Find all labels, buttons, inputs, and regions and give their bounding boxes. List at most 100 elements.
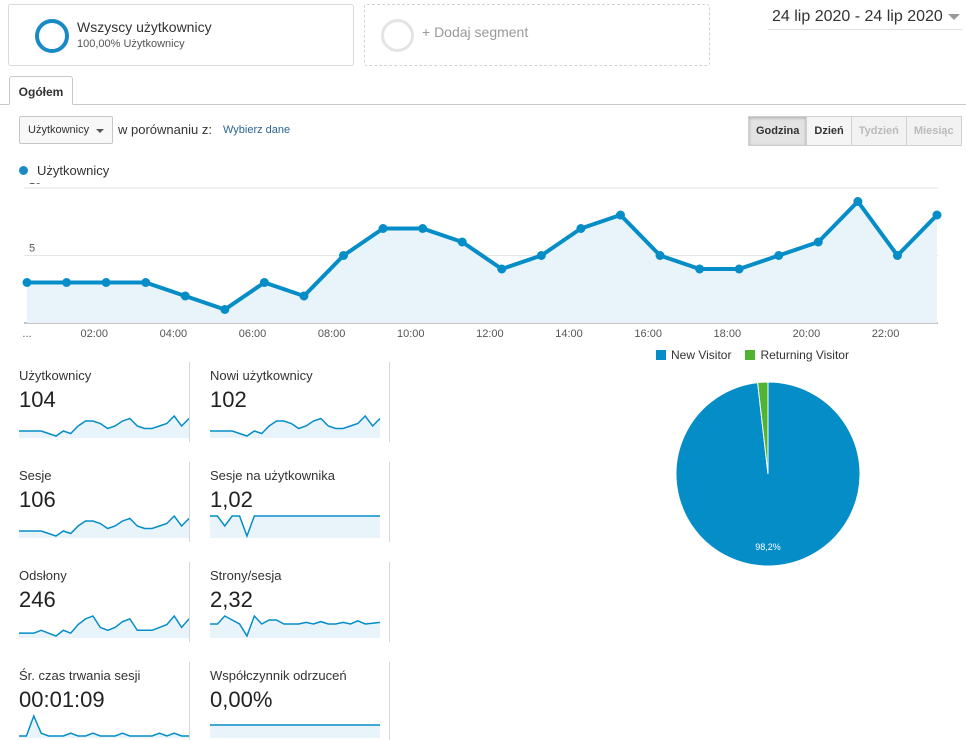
x-tick-label: 10:00 — [397, 328, 425, 340]
data-point — [101, 278, 111, 287]
legend-dot-icon — [19, 166, 28, 175]
sparkline-line — [210, 414, 380, 437]
data-point — [892, 251, 902, 260]
sparkline-line — [19, 514, 189, 537]
metric-value: 104 — [19, 387, 56, 412]
pie-legend: New Visitor Returning Visitor — [656, 348, 849, 362]
data-point — [615, 210, 625, 220]
sparkline-area — [210, 416, 380, 438]
metric-select-value: Użytkownicy — [28, 124, 90, 136]
metric-label: Sesje na użytkownika — [210, 468, 336, 483]
users-line-chart: 5 10... 02:00 04:00 06:00 08:00 10:00 12:00 14:0… — [22, 183, 942, 340]
segment-subtitle: 100,00% Użytkownicy — [77, 38, 185, 50]
data-point — [418, 224, 428, 233]
series-line — [27, 199, 939, 312]
granularity-day-button[interactable]: Dzień — [806, 116, 852, 146]
x-tick-label: 14:00 — [555, 328, 583, 340]
x-tick-label: 02:00 — [80, 328, 108, 340]
metric-label: Nowi użytkownicy — [210, 368, 313, 383]
data-point — [378, 224, 388, 233]
metric-bounce-rate[interactable]: Współczynnik odrzuceń 0,00% — [200, 662, 390, 740]
granularity-hour-button[interactable]: Godzina — [748, 116, 808, 146]
metric-sessions[interactable]: Sesje 106 — [0, 462, 190, 542]
metric-users[interactable]: Użytkownicy 104 — [0, 362, 190, 442]
granularity-month-button[interactable]: Miesiąc — [905, 116, 962, 146]
choose-data-link[interactable]: Wybierz dane — [223, 124, 291, 136]
metric-new-users[interactable]: Nowi użytkownicy 102 — [200, 362, 390, 442]
x-tick-label: 04:00 — [160, 328, 188, 340]
add-segment-ring-icon — [381, 19, 414, 52]
metric-pages-per-session[interactable]: Strony/sesja 2,32 — [200, 562, 390, 642]
data-point — [576, 224, 586, 233]
metric-value: 2,32 — [210, 587, 253, 612]
chevron-down-icon — [948, 14, 960, 20]
metric-sparkline — [210, 515, 380, 538]
sparkline-area — [210, 725, 380, 738]
metric-avg-session-duration[interactable]: Śr. czas trwania sesji 00:01:09 — [0, 662, 190, 740]
x-tick-label: ... — [22, 328, 31, 340]
data-point — [180, 291, 190, 301]
metric-value: 246 — [19, 587, 56, 612]
data-point — [655, 251, 665, 260]
metric-select[interactable]: Użytkownicy — [19, 116, 113, 144]
date-range-picker[interactable]: 24 lip 2020 - 24 lip 2020 — [768, 6, 962, 30]
add-segment-button[interactable]: + Dodaj segment — [364, 4, 710, 66]
sparkline-area — [210, 616, 380, 638]
x-tick-label: 12:00 — [476, 328, 504, 340]
pie-slice-label: 98,2% — [755, 542, 781, 552]
pie-legend-new-visitor[interactable]: New Visitor — [656, 348, 731, 362]
pie-slice — [757, 381, 769, 475]
data-point — [62, 278, 72, 287]
add-segment-label: + Dodaj segment — [422, 24, 529, 40]
metric-pageviews[interactable]: Odsłony 246 — [0, 562, 190, 642]
series-area — [27, 201, 937, 323]
data-point — [932, 210, 942, 220]
data-point — [220, 305, 230, 314]
x-tick-label: 08:00 — [318, 328, 346, 340]
tab-bar-divider — [0, 104, 966, 105]
data-point — [259, 278, 269, 287]
chevron-down-icon — [96, 129, 104, 133]
pie-legend-label: Returning Visitor — [760, 348, 849, 362]
data-point — [141, 278, 151, 287]
chart-legend-label: Użytkownicy — [37, 163, 110, 178]
y-tick-label: 10 — [29, 183, 41, 187]
tab-ogolem[interactable]: Ogółem — [9, 76, 73, 105]
data-point — [299, 291, 309, 301]
pie-legend-label: New Visitor — [671, 348, 732, 362]
segment-all-users[interactable]: Wszyscy użytkownicy 100,00% Użytkownicy — [8, 4, 354, 66]
sparkline-line — [19, 414, 189, 437]
metric-sessions-per-user[interactable]: Sesje na użytkownika 1,02 — [200, 462, 390, 542]
sparkline-area — [19, 416, 189, 438]
sparkline-line — [19, 614, 189, 637]
x-tick-label: 22:00 — [872, 328, 900, 340]
x-tick-label: 18:00 — [714, 328, 742, 340]
legend-swatch-icon — [745, 350, 756, 360]
metric-sparkline — [19, 614, 189, 638]
metric-label: Strony/sesja — [210, 568, 282, 583]
data-point — [813, 237, 823, 247]
sparkline-line — [19, 713, 189, 737]
sparkline-area — [19, 716, 189, 738]
sparkline-line — [210, 614, 380, 638]
data-point — [853, 197, 863, 206]
metric-sparkline — [19, 414, 189, 438]
y-tick-label: 5 — [29, 243, 35, 255]
segment-ring-icon — [35, 19, 69, 53]
pie-legend-returning-visitor[interactable]: Returning Visitor — [745, 348, 849, 362]
data-point — [536, 251, 546, 260]
granularity-week-button[interactable]: Tydzień — [850, 116, 907, 146]
metric-sparkline — [210, 614, 380, 638]
legend-swatch-icon — [656, 350, 666, 360]
data-point — [734, 264, 744, 274]
compare-label: w porównaniu z: — [118, 122, 212, 137]
metric-label: Współczynnik odrzuceń — [210, 668, 347, 683]
metric-sparkline — [19, 713, 189, 738]
data-point — [695, 264, 705, 274]
segment-title: Wszyscy użytkownicy — [77, 19, 212, 35]
metric-value: 00:01:09 — [19, 687, 105, 712]
metric-value: 0,00% — [210, 687, 273, 712]
data-point — [457, 237, 467, 247]
visitor-type-pie-chart: 98,2% — [675, 381, 861, 567]
metric-label: Użytkownicy — [19, 368, 92, 383]
